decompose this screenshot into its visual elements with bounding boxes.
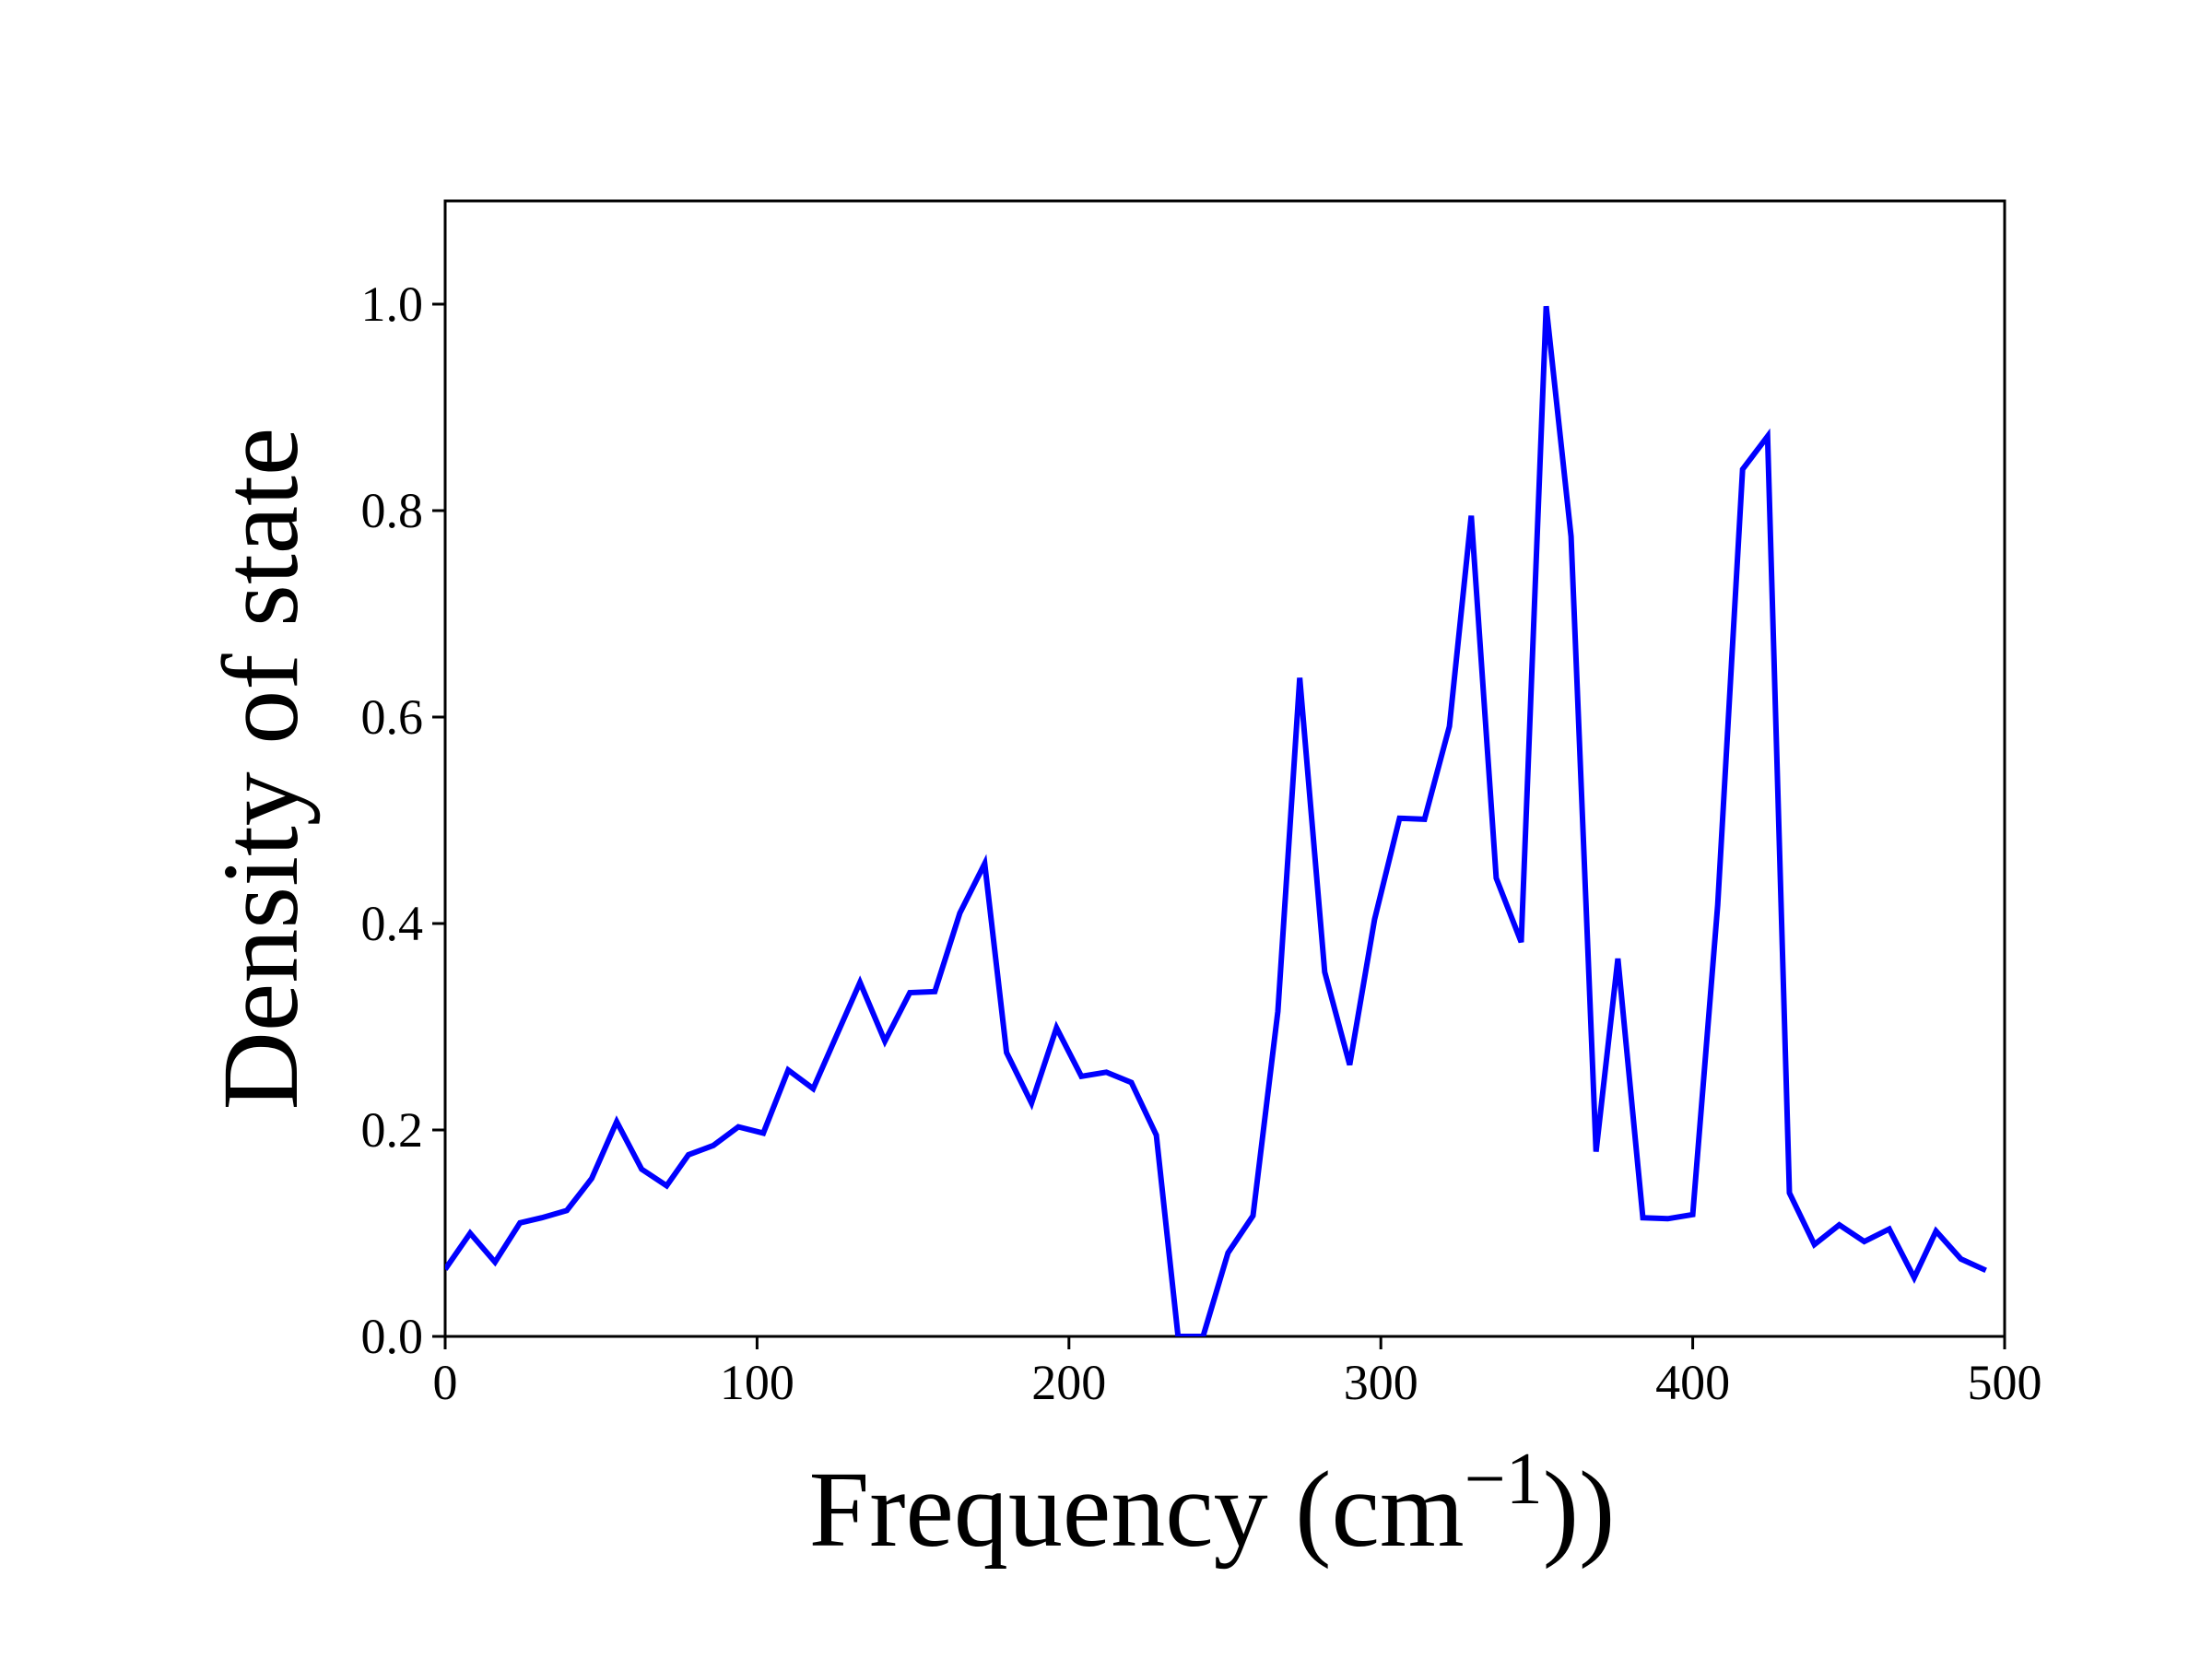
y-tick-label: 0.6	[361, 689, 424, 745]
x-tick-label: 400	[1655, 1355, 1730, 1410]
y-tick-label: 0.8	[361, 483, 424, 538]
x-tick-label: 500	[1968, 1355, 2042, 1410]
y-axis-ticks: 0.0 0.2 0.4 0.6 0.8 1.0	[361, 276, 445, 1364]
y-tick-label: 0.4	[361, 896, 424, 951]
x-axis-ticks: 0 100 200 300 400 500	[433, 1336, 2042, 1410]
x-axis-title-suffix: ))	[1543, 1449, 1616, 1570]
y-tick-label: 0.2	[361, 1102, 424, 1158]
dos-series-line	[445, 305, 1987, 1336]
y-axis-title: Density of state	[200, 428, 321, 1111]
y-tick-label: 1.0	[361, 276, 424, 332]
x-tick-label: 100	[720, 1355, 794, 1410]
x-axis-title-superscript: −1	[1465, 1439, 1543, 1520]
x-tick-label: 200	[1031, 1355, 1106, 1410]
x-axis-title: Frequency (cm−1))	[809, 1439, 1616, 1570]
y-tick-label: 0.0	[361, 1309, 424, 1364]
x-axis-title-text: Frequency (cm	[809, 1449, 1465, 1570]
x-tick-label: 0	[433, 1355, 458, 1410]
x-tick-label: 300	[1344, 1355, 1418, 1410]
